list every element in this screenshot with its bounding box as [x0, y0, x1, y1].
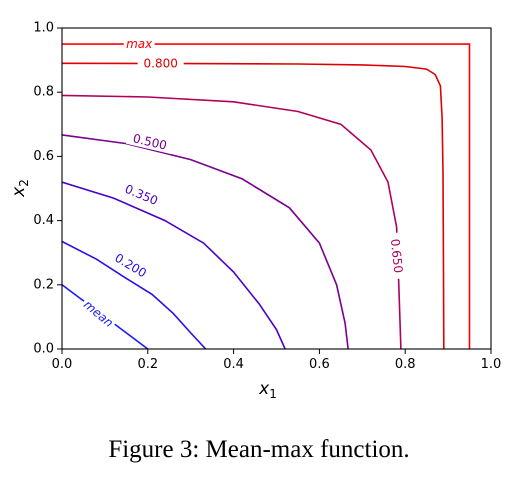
contour-label-mean: mean	[79, 295, 118, 332]
svg-text:mean: mean	[81, 297, 116, 330]
x-tick-label: 0.8	[395, 357, 416, 372]
contour-labels: mean 0.200 0.350 0.500 0.650 0.800 max	[79, 37, 406, 332]
contour-line-0.800	[62, 62, 445, 349]
x-axis-label: x1	[258, 379, 277, 401]
x-tick-label: 0.0	[52, 357, 73, 372]
figure-caption: Figure 3: Mean-max function.	[108, 436, 410, 463]
contour-line-0.200	[62, 240, 207, 349]
svg-text:0.650: 0.650	[388, 238, 406, 274]
y-tick-label: 1.0	[33, 21, 54, 36]
y-axis-ticks: 0.0 0.2 0.4 0.6 0.8 1.0	[33, 21, 62, 357]
x-axis-ticks: 0.0 0.2 0.4 0.6 0.8 1.0	[52, 349, 502, 372]
contour-lines	[62, 43, 471, 349]
y-tick-label: 0.2	[33, 277, 54, 292]
x-tick-label: 0.4	[223, 357, 244, 372]
contour-line-0.500	[62, 134, 349, 349]
contour-line-max	[62, 43, 471, 349]
svg-text:0.800: 0.800	[144, 57, 178, 71]
contour-label-max: max	[123, 37, 155, 52]
svg-text:max: max	[126, 37, 153, 51]
contour-label-0.800: 0.800	[137, 56, 184, 71]
y-tick-label: 0.8	[33, 85, 54, 100]
x-tick-label: 0.2	[137, 357, 158, 372]
contour-label-0.200: 0.200	[107, 247, 154, 284]
y-tick-label: 0.0	[33, 342, 54, 357]
x-tick-label: 1.0	[481, 357, 502, 372]
contour-label-0.350: 0.350	[117, 179, 166, 211]
svg-text:0.200: 0.200	[112, 251, 149, 281]
y-axis-label: x2	[9, 179, 31, 198]
contour-label-0.500: 0.500	[125, 130, 174, 154]
y-tick-label: 0.6	[33, 149, 54, 164]
contour-line-0.350	[62, 181, 286, 349]
plot-frame	[61, 27, 492, 350]
x-tick-label: 0.6	[309, 357, 330, 372]
contour-label-0.650: 0.650	[387, 232, 406, 280]
contour-line-0.650	[62, 94, 402, 349]
y-tick-label: 0.4	[33, 213, 54, 228]
